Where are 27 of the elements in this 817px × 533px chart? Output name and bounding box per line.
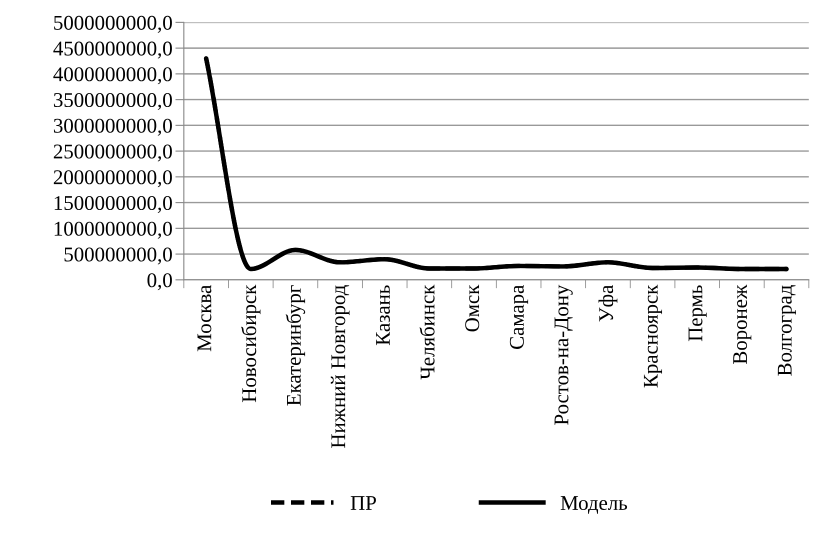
- x-tick-label: Нижний Новгород: [330, 285, 350, 448]
- x-tick-label: Самара: [510, 284, 528, 349]
- y-tick-label: 1500000000,0: [54, 196, 172, 214]
- y-tick-label: 4500000000,0: [53, 42, 172, 59]
- x-tick-label: Новосибирск: [241, 284, 260, 402]
- x-tick-label: Омск: [465, 284, 480, 332]
- y-tick-label: 5000000000,0: [54, 16, 172, 33]
- x-tick-label: Москва: [198, 284, 212, 352]
- x-tick-label: Ростов-на-Дону: [554, 284, 573, 425]
- x-tick-label: Красноярск: [644, 284, 662, 388]
- legend-label: ПР: [350, 496, 376, 510]
- x-tick-label: Воронеж: [733, 284, 752, 364]
- y-tick-label: 3500000000,0: [54, 92, 172, 110]
- x-tick-label: Екатеринбург: [286, 285, 306, 406]
- y-tick-label: 500000000,0: [64, 247, 172, 265]
- y-tick-label: 0,0: [147, 273, 172, 290]
- y-tick-label: 2500000000,0: [54, 144, 172, 162]
- y-tick-label: 3000000000,0: [54, 118, 172, 136]
- x-tick-label: Пермь: [688, 285, 707, 342]
- y-tick-label: 1000000000,0: [54, 222, 172, 239]
- legend-label: Модель: [560, 496, 628, 514]
- x-tick-label: Казань: [376, 285, 390, 346]
- y-tick-label: 2000000000,0: [54, 170, 172, 188]
- x-tick-label: Уфа: [598, 284, 618, 322]
- x-tick-label: Волгоград: [778, 285, 796, 376]
- x-tick-label: Челябинск: [419, 284, 435, 380]
- y-tick-label: 4000000000,0: [53, 67, 172, 84]
